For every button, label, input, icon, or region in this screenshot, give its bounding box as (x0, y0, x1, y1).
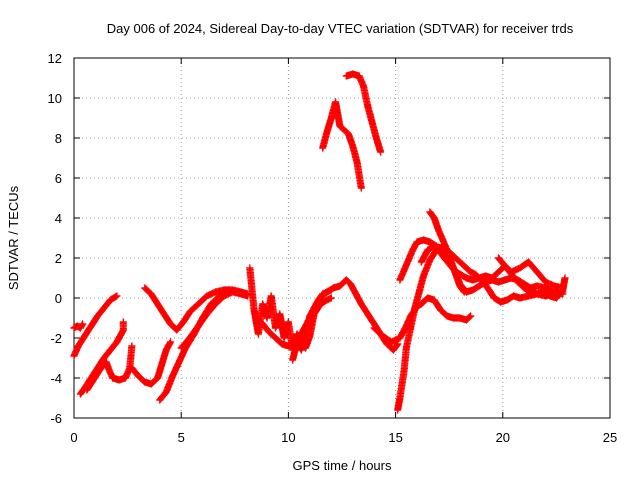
series-arc-1 (70, 292, 121, 360)
series-markers (246, 264, 335, 354)
y-tick-label: -4 (50, 371, 62, 386)
series-arc-5 (128, 338, 175, 388)
series-arc-8 (177, 288, 252, 352)
series-arc-16 (411, 294, 475, 324)
x-tick-label: 5 (178, 430, 185, 445)
y-axis-label: SDTVAR / TECUs (6, 185, 21, 290)
x-tick-labels: 0 5 10 15 20 25 (70, 430, 617, 445)
series-arc-2 (70, 320, 87, 332)
series-markers (394, 244, 567, 414)
y-tick-label: 8 (55, 131, 62, 146)
x-tick-label: 25 (603, 430, 617, 445)
y-tick-label: 10 (48, 91, 62, 106)
series-markers (289, 286, 335, 364)
chart-title: Day 006 of 2024, Sidereal Day-to-day VTE… (107, 21, 574, 36)
y-tick-label: 6 (55, 171, 62, 186)
x-tick-label: 10 (281, 430, 295, 445)
y-tick-label: -2 (50, 331, 62, 346)
y-tick-label: -6 (50, 411, 62, 426)
series-markers (494, 254, 569, 302)
x-tick-label: 20 (496, 430, 510, 445)
data-series (70, 70, 569, 414)
grid-lines (74, 58, 610, 418)
x-tick-label: 0 (70, 430, 77, 445)
series-arc-13 (342, 70, 385, 156)
plot-frame (73, 57, 611, 419)
series-arc-11 (289, 286, 335, 364)
series-markers (70, 292, 121, 360)
y-tick-label: 12 (48, 51, 62, 66)
series-arc-19 (426, 208, 468, 296)
series-arc-15 (394, 244, 567, 414)
x-tick-label: 15 (388, 430, 402, 445)
series-markers (128, 338, 175, 388)
series-arc-12 (319, 98, 365, 192)
series-arc-9 (246, 264, 335, 354)
x-axis-label: GPS time / hours (293, 458, 392, 473)
y-tick-label: 2 (55, 251, 62, 266)
series-markers (177, 288, 252, 352)
y-tick-label: 0 (55, 291, 62, 306)
series-markers (411, 294, 475, 324)
series-markers (70, 320, 87, 332)
axis-ticks (73, 57, 611, 419)
y-tick-label: 4 (55, 211, 62, 226)
series-markers (319, 98, 365, 192)
series-markers (426, 208, 468, 296)
y-tick-labels: -6 -4 -2 0 2 4 6 8 10 12 (48, 51, 62, 426)
series-markers (342, 70, 385, 156)
series-arc-20 (494, 254, 569, 302)
